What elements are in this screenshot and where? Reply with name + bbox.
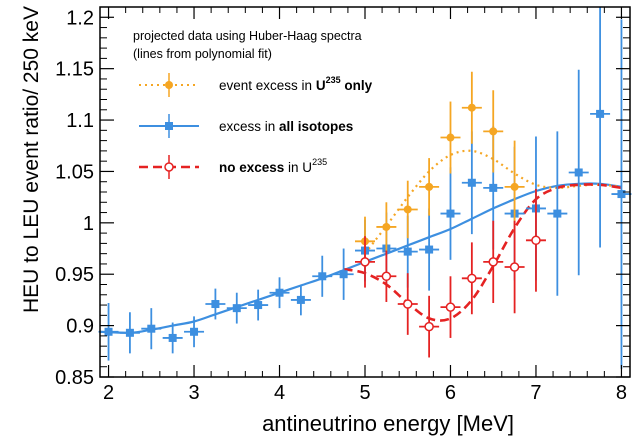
marker-u235-only [382,222,391,231]
marker-no-excess [360,257,370,267]
x-tick-label: 5 [359,382,370,404]
marker-u235-only [510,182,519,191]
marker-all-isotopes [489,183,498,192]
marker-all-isotopes [254,301,263,310]
axis-ticks: 2 3 4 5 6 7 8 0.85 0.9 0.95 1 1.05 1.1 1.15 1.2 [55,6,630,404]
marker-no-excess [467,273,477,284]
marker-all-isotopes [446,209,455,218]
plot-frame [99,6,631,378]
legend-label-all-isotopes: excess in all isotopes [219,119,353,134]
marker-no-excess [531,235,541,246]
legend-entry-no-excess: no excess in U235 [139,155,327,179]
y-tick-label: 1.05 [55,161,94,183]
marker-no-excess [381,271,392,282]
marker-all-isotopes [318,272,327,281]
marker-all-isotopes [211,300,220,309]
y-tick-label: 1 [83,213,94,235]
marker-all-isotopes [168,333,177,342]
legend-marker-no-excess [164,162,174,172]
marker-no-excess [402,299,413,309]
marker-no-excess [509,262,520,272]
legend-entry-u235-only: event excess in U235 only [139,73,373,97]
marker-no-excess [424,321,434,332]
marker-all-isotopes [574,168,583,177]
marker-u235-only [467,103,476,112]
y-tick-label: 0.95 [55,264,94,286]
y-tick-label: 1.1 [66,110,94,132]
marker-no-excess [488,257,498,267]
legend-header-line1: projected data using Huber-Haag spectra [133,29,362,43]
marker-all-isotopes [425,245,434,254]
marker-u235-only [446,133,455,142]
marker-u235-only [403,205,412,214]
legend-entry-all-isotopes: excess in all isotopes [139,114,353,138]
marker-all-isotopes [617,190,626,199]
legend-label-u235-only: event excess in U235 only [219,75,373,93]
data-points [98,7,632,369]
marker-all-isotopes [104,327,113,336]
legend-marker-u235-only [165,81,173,89]
x-tick-label: 4 [274,382,285,404]
x-tick-label: 2 [103,382,114,404]
legend-header-line2: (lines from polynomial fit) [133,47,272,61]
marker-all-isotopes [232,304,241,313]
marker-all-isotopes [147,324,156,333]
marker-all-isotopes [339,270,348,279]
marker-all-isotopes [190,327,199,336]
fit-curve-no-excess [343,183,622,322]
marker-all-isotopes [275,288,284,297]
marker-all-isotopes [125,328,134,337]
legend-label-no-excess: no excess in U235 [219,157,327,175]
y-axis-label: HEU to LEU event ratio/ 250 keV [20,6,43,313]
marker-all-isotopes [296,295,305,304]
x-tick-label: 7 [530,382,541,404]
x-tick-label: 8 [616,382,627,404]
legend: projected data using Huber-Haag spectra … [133,29,373,179]
marker-u235-only [489,127,498,136]
legend-marker-all-isotopes [165,122,173,130]
fit-curve-all-isotopes [99,182,622,334]
marker-no-excess [445,302,456,312]
marker-all-isotopes [403,247,412,256]
y-tick-label: 1.2 [66,7,94,29]
marker-all-isotopes [467,178,476,187]
marker-all-isotopes [553,209,562,218]
marker-u235-only [425,182,434,191]
marker-all-isotopes [596,109,605,118]
y-tick-label: 0.9 [66,316,94,338]
y-tick-label: 1.15 [55,59,94,81]
x-tick-label: 6 [445,382,456,404]
y-tick-label: 0.85 [55,367,94,389]
x-tick-label: 3 [188,382,199,404]
x-axis-label: antineutrino energy [MeV] [262,411,514,436]
